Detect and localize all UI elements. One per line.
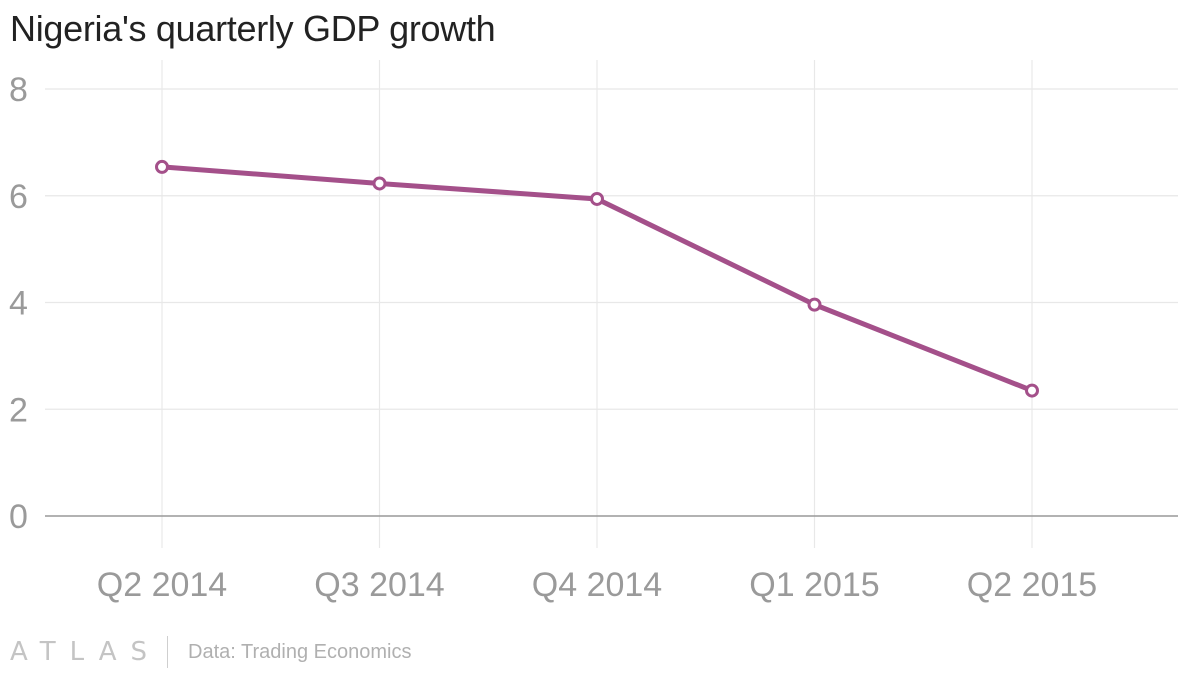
data-point-marker [1025, 383, 1039, 398]
label-layer: 0 2 4 6 8 Q2 2014 Q3 2014 Q4 2014 Q1 2015 Q2 2015 [9, 71, 1097, 604]
x-tick-label: Q3 2014 [314, 566, 444, 604]
chart-footer: ATLAS Data: Trading Economics [10, 634, 411, 670]
y-tick-label: 4 [9, 285, 28, 323]
x-tick-label: Q2 2014 [97, 566, 227, 604]
x-tick-label: Q4 2014 [532, 566, 662, 604]
y-tick-label: 6 [9, 178, 28, 216]
footer-divider [167, 636, 169, 668]
y-tick-label: 8 [9, 71, 28, 109]
chart-title: Nigeria's quarterly GDP growth [10, 8, 496, 49]
y-tick-label: 0 [9, 498, 28, 536]
y-tick-label: 2 [9, 391, 28, 429]
x-tick-label: Q2 2015 [967, 566, 1097, 604]
grid-layer [45, 60, 1178, 548]
x-tick-label: Q1 2015 [749, 566, 879, 604]
source-note: Data: Trading Economics [188, 640, 412, 663]
data-point-marker [155, 159, 169, 174]
line-chart: 0 2 4 6 8 Q2 2014 Q3 2014 Q4 2014 Q1 2015 Q2 2015 [9, 60, 1178, 604]
data-point-marker [807, 297, 822, 312]
series-layer [155, 159, 1039, 398]
data-point-marker [372, 176, 387, 191]
data-point-marker [590, 191, 604, 206]
brand-logo: ATLAS [10, 637, 162, 667]
